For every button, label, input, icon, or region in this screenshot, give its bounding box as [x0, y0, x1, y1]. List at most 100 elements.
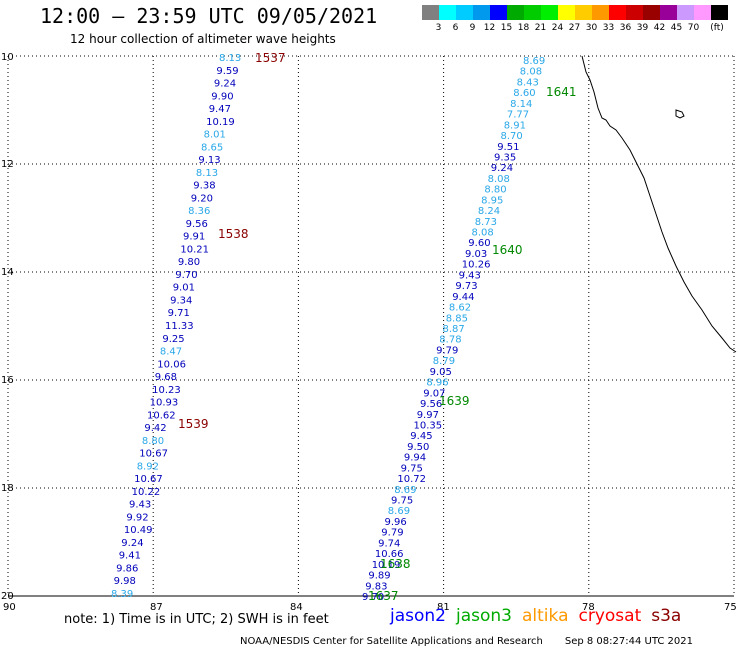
- wave-height-value: 8.91: [504, 120, 526, 131]
- legend-unit: (ft): [710, 23, 724, 33]
- wave-height-value: 10.21: [180, 244, 209, 255]
- wave-height-value: 9.92: [126, 512, 148, 523]
- wave-height-value: 9.94: [404, 453, 426, 464]
- legend-label: 6: [452, 23, 459, 33]
- legend-swatch: [541, 5, 558, 20]
- satellite-name: s3a: [651, 606, 682, 626]
- satellite-name: cryosat: [578, 606, 642, 626]
- legend-swatch: [524, 5, 541, 20]
- legend-swatch: [558, 5, 575, 20]
- wave-height-value: 9.74: [378, 538, 400, 549]
- legend-label: 15: [500, 23, 513, 33]
- wave-height-value: 9.24: [121, 538, 143, 549]
- wave-height-value: 10.26: [462, 260, 491, 271]
- legend-swatch: [439, 5, 456, 20]
- wave-height-value: 10.93: [150, 398, 179, 409]
- legend-label: 39: [636, 23, 649, 33]
- lat-label: 18: [1, 483, 14, 494]
- lat-label: 20: [1, 591, 14, 602]
- time-label: 1538: [218, 227, 249, 241]
- wave-height-value: 9.70: [362, 592, 384, 603]
- wave-height-value: 8.95: [481, 195, 503, 206]
- wave-height-value: 9.01: [173, 283, 195, 294]
- wave-height-value: 9.71: [168, 308, 190, 319]
- grid-lines: [7, 55, 735, 597]
- wave-height-value: 9.41: [119, 551, 141, 562]
- legend-swatch: [711, 5, 728, 20]
- wave-height-value: 9.68: [155, 372, 177, 383]
- satellite-name: altika: [522, 606, 569, 626]
- wave-height-value: 9.56: [420, 399, 442, 410]
- legend-label: 45: [670, 23, 683, 33]
- wave-height-value: 8.47: [160, 347, 182, 358]
- wave-height-value: 9.75: [391, 496, 413, 507]
- wave-height-value: 8.69: [394, 485, 416, 496]
- time-label: 1537: [255, 51, 286, 65]
- wave-height-value: 9.90: [211, 91, 233, 102]
- time-label: 1641: [546, 85, 577, 99]
- legend-label: 9: [469, 23, 476, 33]
- wave-height-value: 8.08: [488, 174, 510, 185]
- wave-height-value: 9.60: [468, 238, 490, 249]
- wave-height-value: 9.13: [198, 155, 220, 166]
- footer: NOAA/NESDIS Center for Satellite Applica…: [240, 636, 693, 647]
- time-label: 1539: [178, 417, 209, 431]
- wave-height-value: 8.87: [443, 324, 465, 335]
- wave-height-value: 8.92: [137, 461, 159, 472]
- wave-height-value: 11.33: [165, 321, 194, 332]
- time-label: 1637: [368, 589, 399, 603]
- track-1-values: 8.13 9.59 9.24 9.90 9.47 10.19 8.018.65 9.13 8.1…: [111, 53, 241, 600]
- wave-height-value: 9.80: [178, 257, 200, 268]
- wave-height-value: 8.69: [523, 56, 545, 67]
- legend-swatch: [609, 5, 626, 20]
- time-label: 1638: [380, 557, 411, 571]
- wave-height-value: 10.19: [206, 117, 235, 128]
- wave-height-value: 8.43: [517, 77, 539, 88]
- wave-height-value: 8.13: [219, 53, 241, 64]
- legend-swatch: [643, 5, 660, 20]
- lon-label: 84: [290, 602, 303, 613]
- wave-height-value: 9.89: [368, 571, 390, 582]
- wave-height-value: 9.51: [497, 142, 519, 153]
- legend-label: 42: [653, 23, 666, 33]
- wave-height-value: 9.44: [452, 292, 474, 303]
- wave-height-value: 9.43: [459, 270, 481, 281]
- lon-label: 90: [3, 602, 16, 613]
- wave-height-value: 9.91: [183, 232, 205, 243]
- wave-height-value: 9.79: [381, 528, 403, 539]
- lon-label: 87: [150, 602, 163, 613]
- wave-height-value: 9.79: [436, 345, 458, 356]
- wave-height-value: 9.70: [175, 270, 197, 281]
- legend-swatch: [626, 5, 643, 20]
- legend-swatch: [507, 5, 524, 20]
- time-label: 1639: [439, 394, 470, 408]
- legend-label: 24: [551, 23, 564, 33]
- wave-height-value: 8.70: [501, 131, 523, 142]
- wave-height-value: 10.19: [372, 560, 401, 571]
- wave-height-value: 9.47: [209, 104, 231, 115]
- latitude-labels: 10 12 14 16 18 20: [1, 52, 14, 602]
- wave-height-value: 9.24: [491, 163, 513, 174]
- wave-height-value: 9.38: [193, 181, 215, 192]
- wave-height-value: 8.01: [204, 130, 226, 141]
- wave-height-value: 7.77: [507, 110, 529, 121]
- legend-label: 36: [619, 23, 632, 33]
- legend-swatch: [473, 5, 490, 20]
- wave-height-value: 9.42: [144, 423, 166, 434]
- wave-height-value: 10.35: [414, 421, 443, 432]
- note-text: note: 1) Time is in UTC; 2) SWH is in fe…: [64, 612, 329, 627]
- lat-label: 12: [1, 159, 14, 170]
- wave-height-value: 8.62: [449, 303, 471, 314]
- legend-label: 30: [585, 23, 598, 33]
- wave-height-value: 9.25: [162, 334, 184, 345]
- wave-height-value: 9.03: [465, 249, 487, 260]
- lon-label: 78: [582, 602, 595, 613]
- wave-height-value: 8.65: [201, 142, 223, 153]
- wave-height-value: 9.50: [407, 442, 429, 453]
- page-title: 12:00 — 23:59 UTC 09/05/2021: [40, 4, 378, 28]
- wave-height-value: 9.59: [216, 66, 238, 77]
- wave-height-value: 8.13: [196, 168, 218, 179]
- wave-height-value: 10.23: [152, 385, 181, 396]
- wave-height-value: 10.67: [134, 474, 163, 485]
